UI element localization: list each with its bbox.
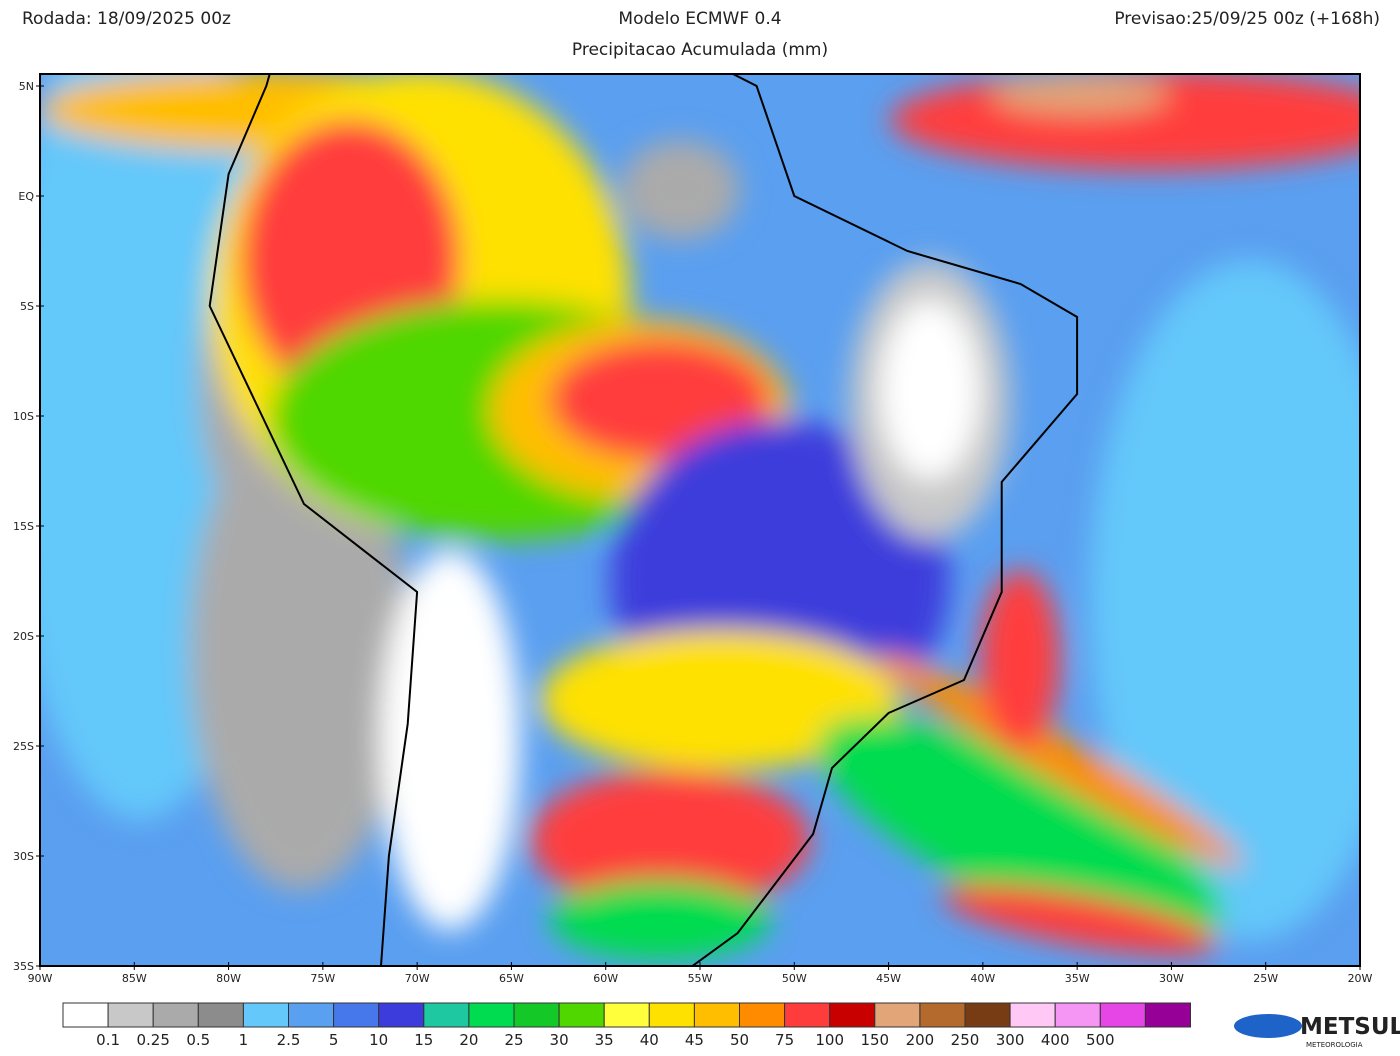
colorbar-label: 300 [996, 1031, 1025, 1049]
colorbar-label: 0.5 [186, 1031, 210, 1049]
colorbar-swatch [242, 1002, 289, 1028]
colorbar-swatch [197, 1002, 244, 1028]
colorbar-swatch [1009, 1002, 1056, 1028]
colorbar-swatch [874, 1002, 921, 1028]
logo: METSUL METEOROLOGIA [1234, 1014, 1400, 1049]
colorbar-label: 15 [414, 1031, 433, 1049]
map-field [40, 74, 1360, 966]
colorbar-swatch [288, 1002, 335, 1028]
colorbar-swatch [1054, 1002, 1101, 1028]
colorbar-swatch [423, 1002, 470, 1028]
colorbar-label: 50 [730, 1031, 749, 1049]
colorbar-label: 30 [550, 1031, 569, 1049]
colorbar-swatch [333, 1002, 380, 1028]
colorbar-label: 400 [1041, 1031, 1070, 1049]
colorbar-swatch [693, 1002, 741, 1028]
colorbar-swatch [829, 1002, 876, 1028]
colorbar-label: 40 [640, 1031, 659, 1049]
colorbar-swatch [1144, 1002, 1192, 1028]
colorbar-label: 45 [685, 1031, 704, 1049]
lon-label: 80W [216, 972, 241, 985]
lon-label: 70W [405, 972, 430, 985]
lon-label: 55W [688, 972, 713, 985]
lon-label: 25W [1253, 972, 1278, 985]
coastline [208, 74, 1079, 966]
lat-label: 5S [20, 300, 34, 313]
colorbar-swatch [964, 1002, 1011, 1028]
colorbar-swatch [107, 1002, 154, 1028]
colorbar-label: 1 [239, 1031, 249, 1049]
colorbar-swatch [558, 1002, 605, 1028]
lon-label: 40W [970, 972, 995, 985]
colorbar-swatch [152, 1002, 199, 1028]
colorbar-swatch [739, 1002, 786, 1028]
colorbar-label: 35 [595, 1031, 614, 1049]
colorbar-label: 150 [860, 1031, 889, 1049]
lat-label: 15S [13, 520, 34, 533]
colorbar-swatch [648, 1002, 695, 1028]
colorbar-label: 5 [329, 1031, 339, 1049]
colorbar-swatch [468, 1002, 515, 1028]
lon-label: 35W [1065, 972, 1090, 985]
colorbar-swatch [378, 1002, 425, 1028]
colorbar-swatch [513, 1002, 560, 1028]
logo-tagline: METEOROLOGIA [1306, 1041, 1363, 1049]
lon-label: 20W [1348, 972, 1373, 985]
logo-globe [1234, 1014, 1302, 1038]
colorbar-label: 250 [951, 1031, 980, 1049]
lon-label: 60W [593, 972, 618, 985]
colorbar-label: 25 [504, 1031, 523, 1049]
lon-label: 45W [876, 972, 901, 985]
model-label: Modelo ECMWF 0.4 [618, 9, 781, 29]
lat-label: EQ [18, 190, 34, 203]
colorbar-swatch [603, 1002, 650, 1028]
forecast-label: Previsao:25/09/25 00z (+168h) [1114, 9, 1380, 29]
colorbar-label: 500 [1086, 1031, 1115, 1049]
lat-label: 30S [13, 850, 34, 863]
lat-label: 20S [13, 630, 34, 643]
lon-label: 85W [122, 972, 147, 985]
colorbar-swatch [784, 1002, 831, 1028]
lon-label: 50W [782, 972, 807, 985]
lon-label: 75W [310, 972, 335, 985]
colorbar-label: 0.25 [136, 1031, 169, 1049]
subtitle: Precipitacao Acumulada (mm) [572, 40, 828, 60]
logo-name: METSUL [1300, 1014, 1400, 1040]
lon-label: 90W [28, 972, 53, 985]
colorbar-label: 0.1 [96, 1031, 120, 1049]
colorbar-swatch [919, 1002, 966, 1028]
lat-label: 25S [13, 740, 34, 753]
lon-label: 65W [499, 972, 524, 985]
colorbar-label: 75 [775, 1031, 794, 1049]
colorbar-swatch [1099, 1002, 1146, 1028]
colorbar-label: 20 [459, 1031, 478, 1049]
lon-label: 30W [1159, 972, 1184, 985]
colorbar-label: 10 [369, 1031, 388, 1049]
colorbar-label: 2.5 [277, 1031, 301, 1049]
lat-label: 10S [13, 410, 34, 423]
lat-label: 35S [13, 960, 34, 973]
colorbar-swatch [62, 1002, 109, 1028]
run-label: Rodada: 18/09/2025 00z [22, 9, 231, 29]
colorbar-label: 100 [815, 1031, 844, 1049]
colorbar-label: 200 [906, 1031, 935, 1049]
lat-label: 5N [19, 80, 34, 93]
